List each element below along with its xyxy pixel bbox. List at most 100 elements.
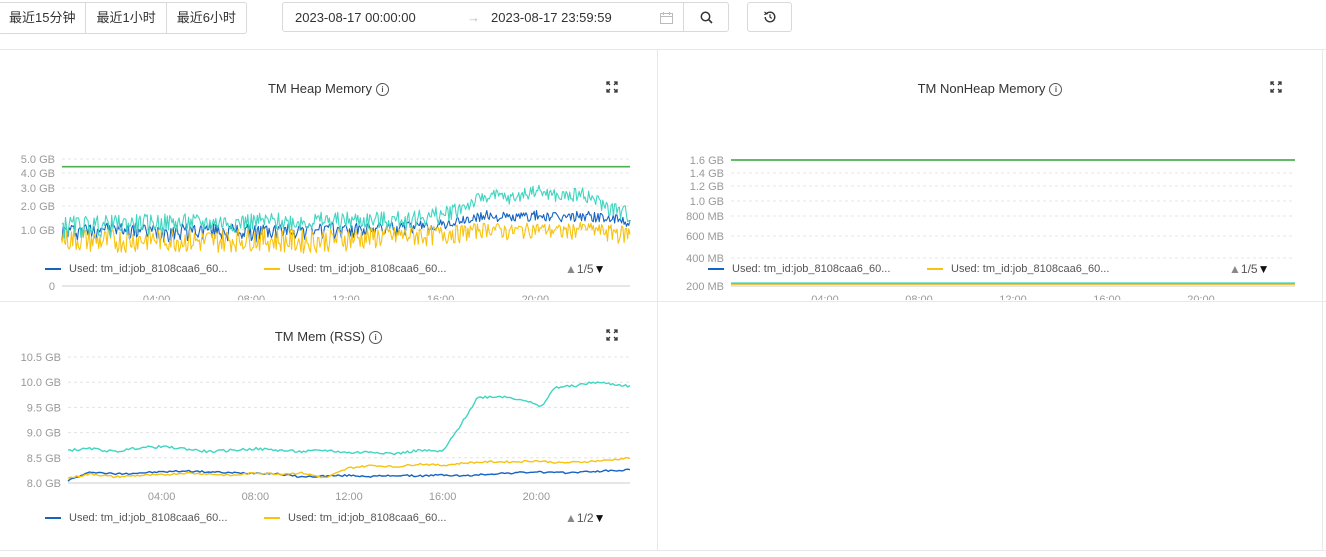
y-tick-label: 8.0 GB (27, 478, 61, 490)
panel-title: TM Heap Memory i (0, 81, 657, 97)
series-line (67, 468, 631, 482)
legend-item[interactable]: Used: tm_id:job_8108caa6_60... (927, 263, 1109, 275)
series-line (67, 381, 631, 456)
pager-text: 1/2 (576, 511, 594, 525)
x-tick-label: 08:00 (905, 294, 933, 300)
legend-label: Used: tm_id:job_8108caa6_60... (69, 512, 228, 524)
legend-item[interactable]: Used: tm_id:job_8108caa6_60... (264, 512, 446, 524)
series-line (67, 456, 631, 479)
series-line (61, 184, 631, 239)
legend-label: Used: tm_id:job_8108caa6_60... (951, 263, 1110, 275)
y-tick-label: 4.0 GB (21, 168, 55, 180)
nonheap-memory-chart[interactable]: 200 MB 400 MB 600 MB 800 MB 1.0 GB 1.2 GB1.4 … (658, 90, 1322, 300)
y-tick-label: 600 MB (686, 231, 724, 243)
calendar-icon (660, 11, 673, 24)
y-tick-label: 8.5 GB (27, 453, 61, 465)
x-tick-label: 12:00 (999, 294, 1027, 300)
x-tick-label: 20:00 (522, 294, 550, 300)
legend-pager: ▲1/5▼ (1229, 262, 1269, 276)
y-tick-label: 10.5 GB (21, 352, 61, 364)
y-tick-label: 9.5 GB (27, 402, 61, 414)
x-tick-label: 20:00 (523, 491, 551, 503)
panel-title: TM Mem (RSS) i (0, 329, 657, 345)
rss-memory-chart[interactable]: 8.0 GB 8.5 GB 9.0 GB 9.5 GB 10.0 GB 10.5 GB 04… (0, 342, 657, 552)
legend-swatch (927, 268, 943, 271)
end-time-input[interactable]: 2023-08-17 23:59:59 (491, 10, 612, 25)
y-tick-label: 3.0 GB (21, 183, 55, 195)
range-1hour-button[interactable]: 最近1小时 (86, 3, 167, 33)
legend-pager: ▲1/5▼ (565, 262, 605, 276)
page-up-icon[interactable]: ▲ (1229, 262, 1241, 276)
x-tick-label: 04:00 (811, 294, 839, 300)
page-up-icon[interactable]: ▲ (565, 511, 577, 525)
page-down-icon[interactable]: ▼ (593, 511, 606, 525)
y-tick-label: 200 MB (686, 281, 724, 293)
x-tick-label: 16:00 (429, 491, 457, 503)
bottom-divider (0, 550, 1326, 551)
legend-label: Used: tm_id:job_8108caa6_60... (288, 512, 447, 524)
y-tick-label: 1.6 GB (690, 155, 724, 167)
refresh-button[interactable] (747, 2, 792, 32)
legend-item[interactable]: Used: tm_id:job_8108caa6_60... (264, 263, 446, 275)
pager-text: 1/5 (576, 262, 594, 276)
date-range-picker[interactable]: 2023-08-17 00:00:00 → 2023-08-17 23:59:5… (282, 2, 729, 32)
x-tick-label: 16:00 (427, 294, 455, 300)
column-divider (657, 50, 658, 550)
y-tick-label: 1.4 GB (690, 168, 724, 180)
y-tick-label: 400 MB (686, 253, 724, 265)
info-icon[interactable]: i (1049, 83, 1063, 97)
y-tick-label: 1.0 GB (690, 196, 724, 208)
page-down-icon[interactable]: ▼ (1257, 262, 1270, 276)
quick-range-group: 最近15分钟 最近1小时 最近6小时 (0, 2, 247, 34)
y-tick-label: 800 MB (686, 211, 724, 223)
series-line (61, 221, 631, 254)
legend-swatch (45, 517, 61, 520)
expand-icon[interactable] (605, 80, 619, 94)
search-button[interactable] (683, 3, 728, 31)
y-tick-label: 5.0 GB (21, 154, 55, 166)
start-time-input[interactable]: 2023-08-17 00:00:00 (295, 10, 416, 25)
heap-memory-panel: TM Heap Memory i 0 1.0 GB 2.0 GB 3.0 GB 4.0 G… (0, 50, 657, 301)
pager-text: 1/5 (1240, 262, 1258, 276)
page-up-icon[interactable]: ▲ (565, 262, 577, 276)
range-6hour-button[interactable]: 最近6小时 (176, 10, 236, 25)
legend-swatch (708, 268, 724, 271)
x-tick-label: 08:00 (238, 294, 266, 300)
info-icon[interactable]: i (376, 83, 390, 97)
y-tick-label: 0 (49, 281, 55, 293)
heap-memory-chart[interactable]: 0 1.0 GB 2.0 GB 3.0 GB 4.0 GB 5.0 GB 04:00 08:0… (0, 90, 657, 300)
row-divider (0, 301, 1326, 302)
x-tick-label: 16:00 (1093, 294, 1121, 300)
expand-icon[interactable] (605, 328, 619, 342)
rss-title: TM Mem (RSS) (274, 329, 366, 344)
toolbar: 最近15分钟 最近1小时 最近6小时 2023-08-17 00:00:00 →… (0, 0, 1326, 42)
legend-swatch (264, 517, 280, 520)
x-tick-label: 12:00 (332, 294, 360, 300)
heap-title: TM Heap Memory (267, 81, 373, 96)
x-tick-label: 20:00 (1187, 294, 1215, 300)
right-edge (1322, 50, 1323, 550)
legend-label: Used: tm_id:job_8108caa6_60... (732, 263, 891, 275)
expand-icon[interactable] (1269, 80, 1283, 94)
range-15min-button[interactable]: 最近15分钟 (0, 3, 87, 33)
x-tick-label: 04:00 (148, 491, 176, 503)
history-refresh-icon (763, 11, 775, 23)
legend-item[interactable]: Used: tm_id:job_8108caa6_60... (708, 263, 890, 275)
legend-item[interactable]: Used: tm_id:job_8108caa6_60... (45, 512, 227, 524)
y-tick-label: 1.2 GB (690, 181, 724, 193)
legend-item[interactable]: Used: tm_id:job_8108caa6_60... (45, 263, 227, 275)
legend-label: Used: tm_id:job_8108caa6_60... (288, 263, 447, 275)
info-icon[interactable]: i (369, 331, 383, 345)
x-tick-label: 12:00 (335, 491, 363, 503)
legend-label: Used: tm_id:job_8108caa6_60... (69, 263, 228, 275)
y-tick-label: 2.0 GB (21, 201, 55, 213)
page-down-icon[interactable]: ▼ (593, 262, 606, 276)
rss-memory-panel: TM Mem (RSS) i 8.0 GB 8.5 GB 9.0 GB 9.5 GB 10… (0, 302, 657, 550)
legend-pager: ▲1/2▼ (565, 511, 605, 525)
nonheap-memory-panel: TM NonHeap Memory i 200 MB 400 MB 600 MB 800… (658, 50, 1322, 301)
x-tick-label: 08:00 (242, 491, 270, 503)
panel-title: TM NonHeap Memory i (658, 81, 1322, 97)
x-tick-label: 04:00 (143, 294, 171, 300)
y-tick-label: 1.0 GB (21, 225, 55, 237)
y-tick-label: 9.0 GB (27, 428, 61, 440)
